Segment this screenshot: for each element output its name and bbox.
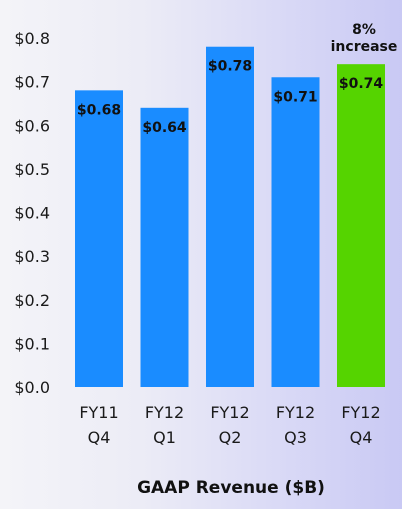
bar-value-label: $0.78 — [208, 59, 252, 75]
y-tick-label: $0.7 — [14, 73, 50, 92]
x-tick-label: FY12 — [145, 403, 184, 422]
x-axis-title: GAAP Revenue ($B) — [137, 478, 325, 498]
bar — [140, 107, 189, 388]
bar — [337, 64, 385, 388]
bar-value-label: $0.74 — [339, 76, 384, 92]
bars — [75, 46, 385, 388]
x-tick-label: FY12 — [341, 403, 380, 422]
increase-annotation: 8%increase — [331, 22, 398, 55]
x-tick-label: Q1 — [153, 428, 176, 447]
y-tick-label: $0.6 — [14, 116, 50, 135]
y-tick-label: $0.5 — [14, 160, 50, 179]
annotation-line: increase — [331, 39, 398, 55]
y-tick-label: $0.0 — [14, 378, 50, 397]
annotation-line: 8% — [352, 22, 376, 38]
y-axis: $0.0 $0.1 $0.2 $0.3 $0.4 $0.5 $0.6 $0.7 $0.8 — [14, 29, 50, 397]
x-tick-label: Q4 — [88, 428, 111, 447]
y-tick-label: $0.3 — [14, 247, 50, 266]
data-labels: $0.68 $0.64 $0.78 $0.71 $0.74 — [77, 59, 384, 136]
y-tick-label: $0.8 — [14, 29, 50, 48]
bar-value-label: $0.71 — [273, 89, 317, 105]
x-tick-label: Q3 — [284, 428, 307, 447]
y-tick-label: $0.4 — [14, 204, 50, 223]
bar-value-label: $0.64 — [142, 120, 187, 136]
x-tick-label: Q2 — [219, 428, 242, 447]
x-tick-label: Q4 — [350, 428, 373, 447]
y-tick-label: $0.2 — [14, 291, 50, 310]
y-tick-label: $0.1 — [14, 334, 50, 353]
x-tick-label: FY11 — [79, 403, 118, 422]
bar — [271, 77, 320, 387]
x-tick-label: FY12 — [210, 403, 249, 422]
x-axis: FY11 Q4 FY12 Q1 FY12 Q2 FY12 Q3 FY12 Q4 — [79, 403, 380, 447]
bar — [75, 90, 123, 387]
bar — [206, 46, 254, 387]
bar-value-label: $0.68 — [77, 102, 121, 118]
x-tick-label: FY12 — [276, 403, 315, 422]
